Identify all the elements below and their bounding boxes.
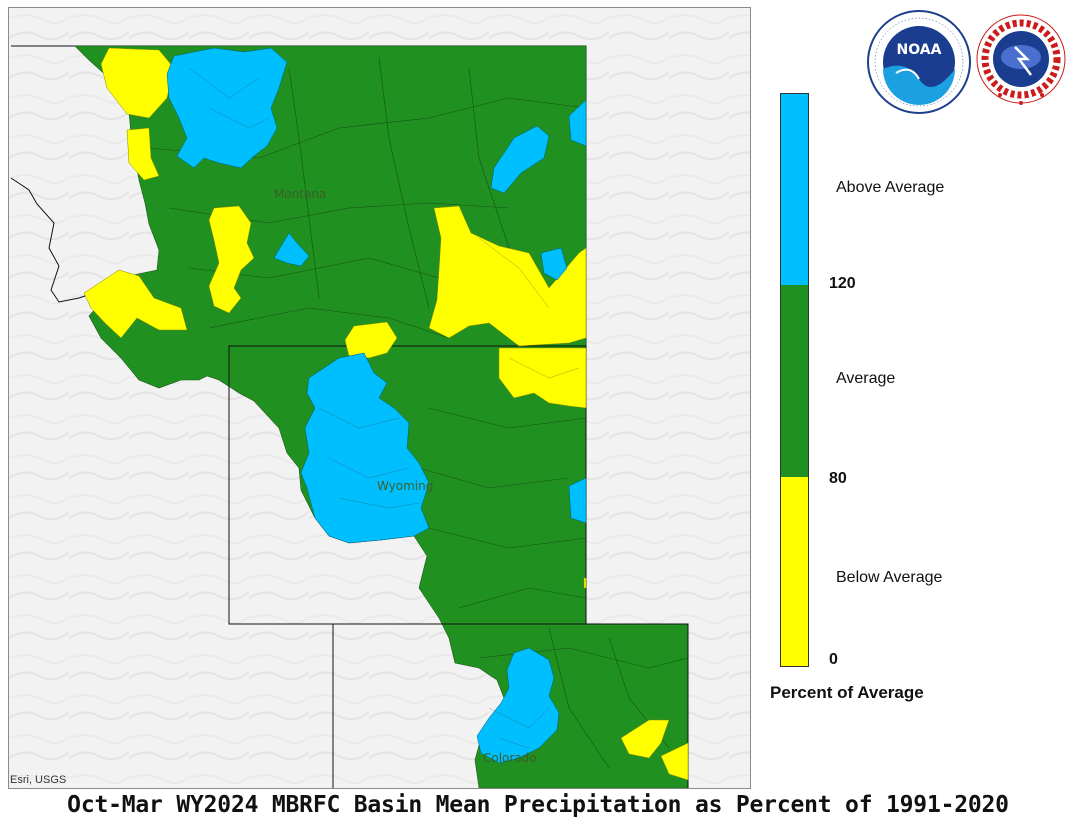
legend-break-80: 80 — [829, 470, 847, 487]
idaho-border — [10, 177, 95, 303]
legend-break-120: 120 — [829, 275, 856, 292]
svg-text:NOAA: NOAA — [897, 42, 942, 58]
legend-label-above: Above Average — [836, 179, 945, 196]
basins-below-average — [83, 47, 689, 781]
legend-swatch-below — [781, 477, 808, 666]
legend-swatch-average — [781, 285, 808, 477]
subbasin-lines — [188, 67, 580, 749]
legend-label-average: Average — [836, 370, 896, 387]
map-canvas — [9, 8, 750, 788]
map-title: Oct-Mar WY2024 MBRFC Basin Mean Precipit… — [67, 792, 1009, 818]
basins-above-average — [166, 47, 587, 764]
noaa-logo: NOAA — [866, 9, 972, 119]
state-label-colorado: Colorado — [483, 751, 537, 765]
legend-break-0: 0 — [829, 651, 838, 668]
legend-label-below: Below Average — [836, 569, 943, 586]
basin-map: Montana Wyoming Colorado — [8, 7, 751, 789]
legend-title: Percent of Average — [770, 683, 924, 702]
legend-color-bar — [780, 93, 809, 667]
state-label-montana: Montana — [274, 187, 327, 201]
map-attribution: Esri, USGS — [10, 774, 67, 786]
legend-swatch-above — [781, 94, 808, 285]
colorado-border — [332, 623, 689, 788]
nws-logo — [975, 7, 1067, 115]
state-label-wyoming: Wyoming — [377, 479, 434, 493]
